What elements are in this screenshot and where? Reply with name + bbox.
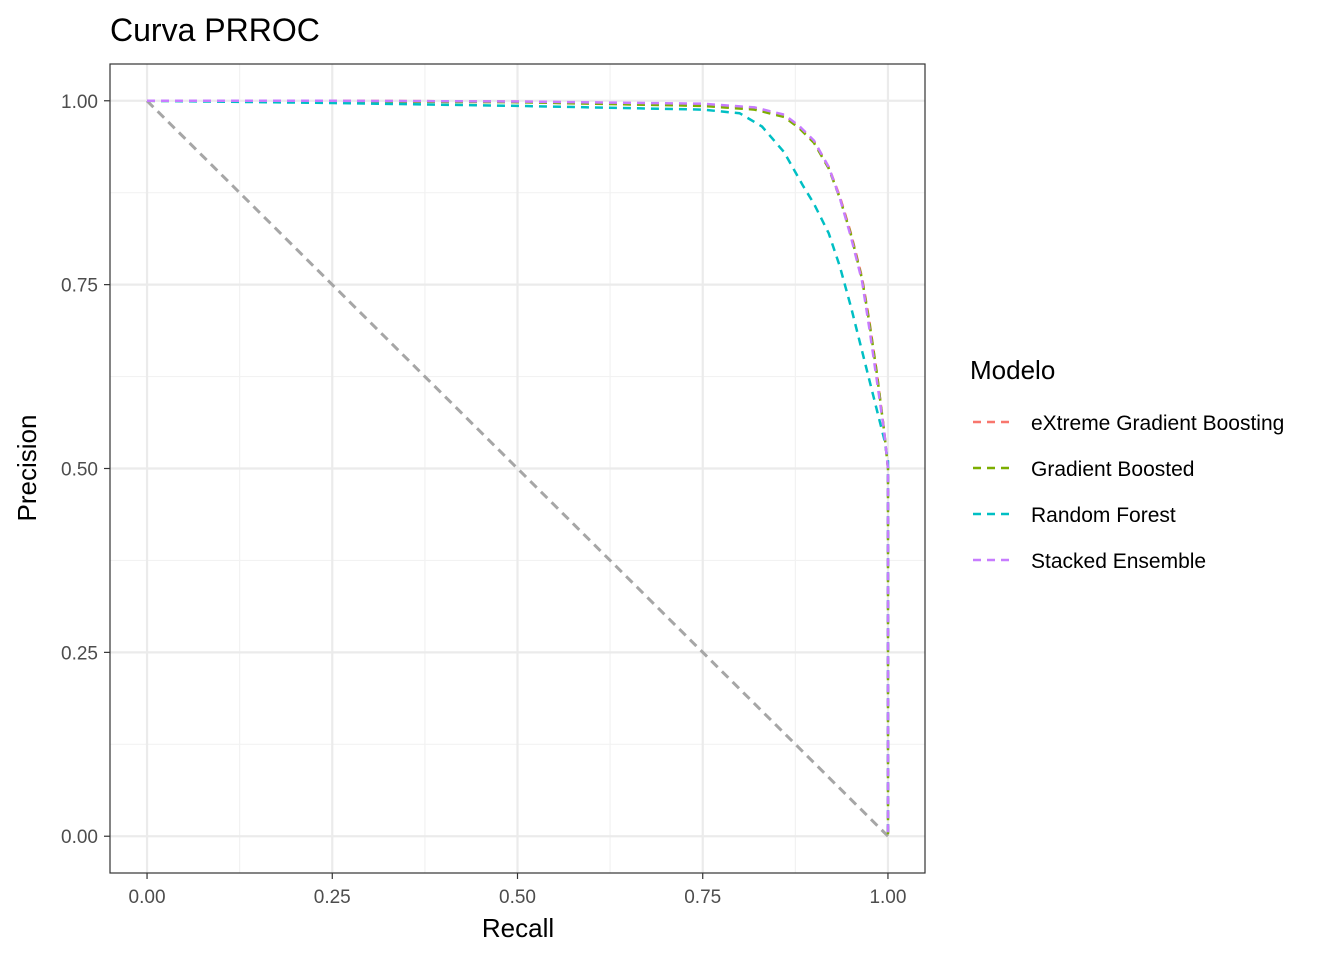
chart-title: Curva PRROC	[110, 12, 320, 48]
y-tick-label: 0.25	[61, 643, 98, 664]
legend-title: Modelo	[970, 355, 1055, 385]
legend: Modelo eXtreme Gradient Boosting Gradient…	[970, 355, 1284, 573]
legend-label: eXtreme Gradient Boosting	[1031, 412, 1284, 435]
x-axis-title: Recall	[482, 913, 554, 943]
series-line	[146, 99, 890, 837]
x-tick-label: 1.00	[869, 887, 906, 908]
y-tick-label: 0.50	[61, 460, 98, 481]
legend-items: eXtreme Gradient Boosting Gradient Booste…	[973, 412, 1284, 573]
legend-label: Stacked Ensemble	[1031, 550, 1206, 573]
legend-label: Random Forest	[1031, 504, 1176, 527]
series-lines	[146, 99, 890, 837]
y-tick-label: 0.75	[61, 276, 98, 297]
reference-line	[145, 99, 890, 838]
reference-diagonal	[145, 99, 890, 838]
y-axis-title: Precision	[12, 415, 42, 522]
x-tick-label: 0.50	[499, 887, 536, 908]
x-tick-label: 0.00	[129, 887, 166, 908]
x-axis: 0.00 0.25 0.50 0.75 1.00	[129, 873, 906, 908]
series-line	[146, 99, 890, 837]
series-line	[147, 99, 890, 837]
y-tick-label: 0.00	[61, 827, 98, 848]
x-tick-label: 0.25	[314, 887, 351, 908]
legend-label: Gradient Boosted	[1031, 458, 1194, 481]
y-axis: 0.00 0.25 0.50 0.75 1.00	[61, 92, 110, 848]
x-tick-label: 0.75	[684, 887, 721, 908]
y-tick-label: 1.00	[61, 92, 98, 113]
